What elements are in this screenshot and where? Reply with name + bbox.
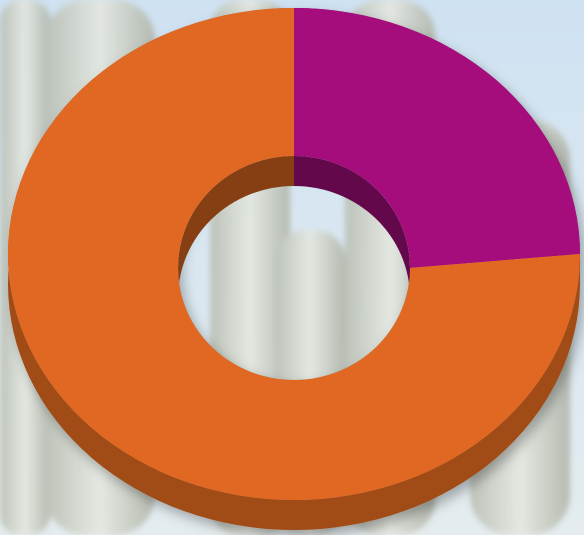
slice [8,8,580,500]
inner-walls [178,156,410,380]
slice-inner-wall [294,156,410,298]
plot [8,8,580,530]
slice [294,8,580,268]
